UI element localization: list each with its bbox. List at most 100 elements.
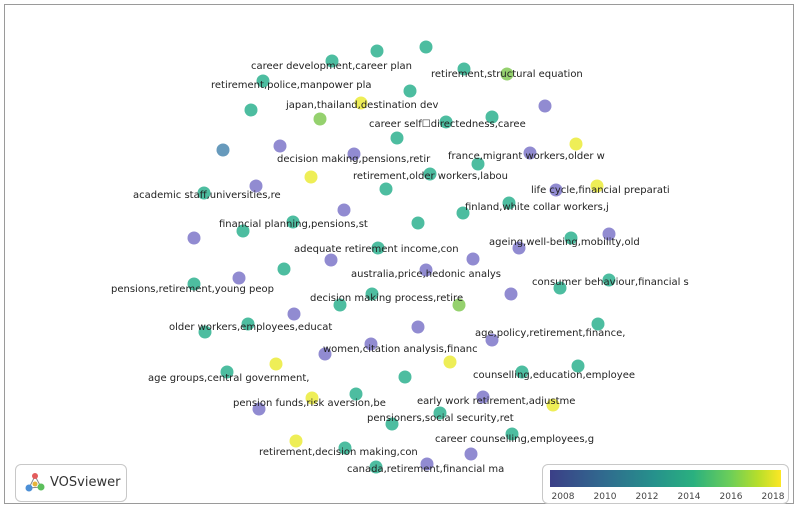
keyword-node[interactable] [370, 44, 384, 58]
keyword-node[interactable] [244, 103, 258, 117]
keyword-node[interactable] [538, 99, 552, 113]
node-label[interactable]: age,policy,retirement,finance, [475, 328, 625, 339]
node-label[interactable]: financial planning,pensions,st [219, 219, 368, 230]
keyword-node[interactable] [502, 196, 516, 210]
node-label[interactable]: retirement,older workers,labou [353, 171, 508, 182]
keyword-node[interactable] [347, 147, 361, 161]
keyword-node[interactable] [423, 167, 437, 181]
keyword-node[interactable] [433, 406, 447, 420]
node-label[interactable]: life cycle,financial preparati [531, 185, 670, 196]
keyword-node[interactable] [256, 74, 270, 88]
keyword-node[interactable] [198, 325, 212, 339]
node-label[interactable]: pensions,retirement,young peop [111, 284, 274, 295]
keyword-node[interactable] [269, 357, 283, 371]
keyword-node[interactable] [236, 224, 250, 238]
keyword-node[interactable] [354, 96, 368, 110]
keyword-node[interactable] [289, 434, 303, 448]
node-label[interactable]: adequate retirement income,con [294, 244, 459, 255]
keyword-node[interactable] [249, 179, 263, 193]
node-label[interactable]: women,citation analysis,financ [323, 344, 478, 355]
node-label[interactable]: older workers,employees,educat [169, 322, 332, 333]
keyword-node[interactable] [313, 112, 327, 126]
keyword-node[interactable] [590, 179, 604, 193]
keyword-node[interactable] [187, 231, 201, 245]
keyword-node[interactable] [220, 365, 234, 379]
node-label[interactable]: age groups,central government, [148, 373, 309, 384]
keyword-node[interactable] [385, 417, 399, 431]
node-label[interactable]: canada,retirement,financial ma [347, 464, 504, 475]
keyword-node[interactable] [338, 441, 352, 455]
keyword-node[interactable] [571, 359, 585, 373]
vosviewer-logo-button[interactable]: VOSviewer [15, 464, 127, 502]
keyword-node[interactable] [369, 460, 383, 474]
keyword-node[interactable] [439, 115, 453, 129]
node-label[interactable]: decision making process,retire [310, 293, 463, 304]
keyword-node[interactable] [500, 67, 514, 81]
keyword-node[interactable] [420, 457, 434, 471]
keyword-node[interactable] [273, 139, 287, 153]
keyword-node[interactable] [333, 298, 347, 312]
keyword-node[interactable] [457, 62, 471, 76]
keyword-node[interactable] [512, 241, 526, 255]
keyword-node[interactable] [337, 203, 351, 217]
keyword-node[interactable] [318, 347, 332, 361]
node-label[interactable]: career development,career plan [251, 61, 412, 72]
keyword-node[interactable] [591, 317, 605, 331]
keyword-node[interactable] [602, 273, 616, 287]
keyword-node[interactable] [553, 281, 567, 295]
keyword-node[interactable] [398, 370, 412, 384]
node-label[interactable]: consumer behaviour,financial s [532, 277, 689, 288]
keyword-node[interactable] [549, 183, 563, 197]
keyword-node[interactable] [452, 298, 466, 312]
keyword-node[interactable] [456, 206, 470, 220]
node-label[interactable]: finland,white collar workers,j [465, 202, 609, 213]
keyword-node[interactable] [252, 402, 266, 416]
node-label[interactable]: pension funds,risk aversion,be [233, 398, 386, 409]
keyword-node[interactable] [505, 427, 519, 441]
keyword-node[interactable] [602, 227, 616, 241]
node-label[interactable]: retirement,decision making,con [259, 447, 418, 458]
keyword-node[interactable] [485, 110, 499, 124]
keyword-node[interactable] [504, 287, 518, 301]
node-label[interactable]: decision making,pensions,retir [277, 154, 431, 165]
keyword-node[interactable] [241, 317, 255, 331]
node-label[interactable]: retirement,structural equation [431, 69, 583, 80]
keyword-node[interactable] [365, 287, 379, 301]
keyword-node[interactable] [515, 365, 529, 379]
keyword-node[interactable] [476, 390, 490, 404]
keyword-node[interactable] [305, 391, 319, 405]
keyword-node[interactable] [411, 216, 425, 230]
keyword-node[interactable] [277, 262, 291, 276]
node-label[interactable]: france,migrant workers,older w [448, 151, 605, 162]
keyword-node[interactable] [286, 215, 300, 229]
node-label[interactable]: early work retirement,adjustme [417, 396, 575, 407]
keyword-node[interactable] [324, 253, 338, 267]
node-label[interactable]: retirement,police,manpower pla [211, 80, 372, 91]
keyword-node[interactable] [471, 157, 485, 171]
node-label[interactable]: pensioners,social security,ret [367, 413, 514, 424]
keyword-node[interactable] [419, 263, 433, 277]
keyword-node[interactable] [197, 186, 211, 200]
keyword-node[interactable] [216, 143, 230, 157]
node-label[interactable]: academic staff,universities,re [133, 190, 281, 201]
keyword-node[interactable] [187, 277, 201, 291]
node-label[interactable]: ageing,well-being,mobility,old [489, 237, 640, 248]
keyword-node[interactable] [287, 307, 301, 321]
node-label[interactable]: australia,price,hedonic analys [351, 269, 501, 280]
node-label[interactable]: counselling,education,employee [473, 370, 635, 381]
network-map[interactable]: career development,career plan retiremen… [5, 5, 795, 505]
keyword-node[interactable] [419, 40, 433, 54]
keyword-node[interactable] [523, 146, 537, 160]
keyword-node[interactable] [546, 398, 560, 412]
keyword-node[interactable] [390, 131, 404, 145]
keyword-node[interactable] [325, 54, 339, 68]
keyword-node[interactable] [304, 170, 318, 184]
keyword-node[interactable] [371, 241, 385, 255]
keyword-node[interactable] [232, 271, 246, 285]
keyword-node[interactable] [485, 333, 499, 347]
keyword-node[interactable] [379, 182, 393, 196]
keyword-node[interactable] [349, 387, 363, 401]
keyword-node[interactable] [569, 137, 583, 151]
keyword-node[interactable] [411, 320, 425, 334]
keyword-node[interactable] [466, 252, 480, 266]
